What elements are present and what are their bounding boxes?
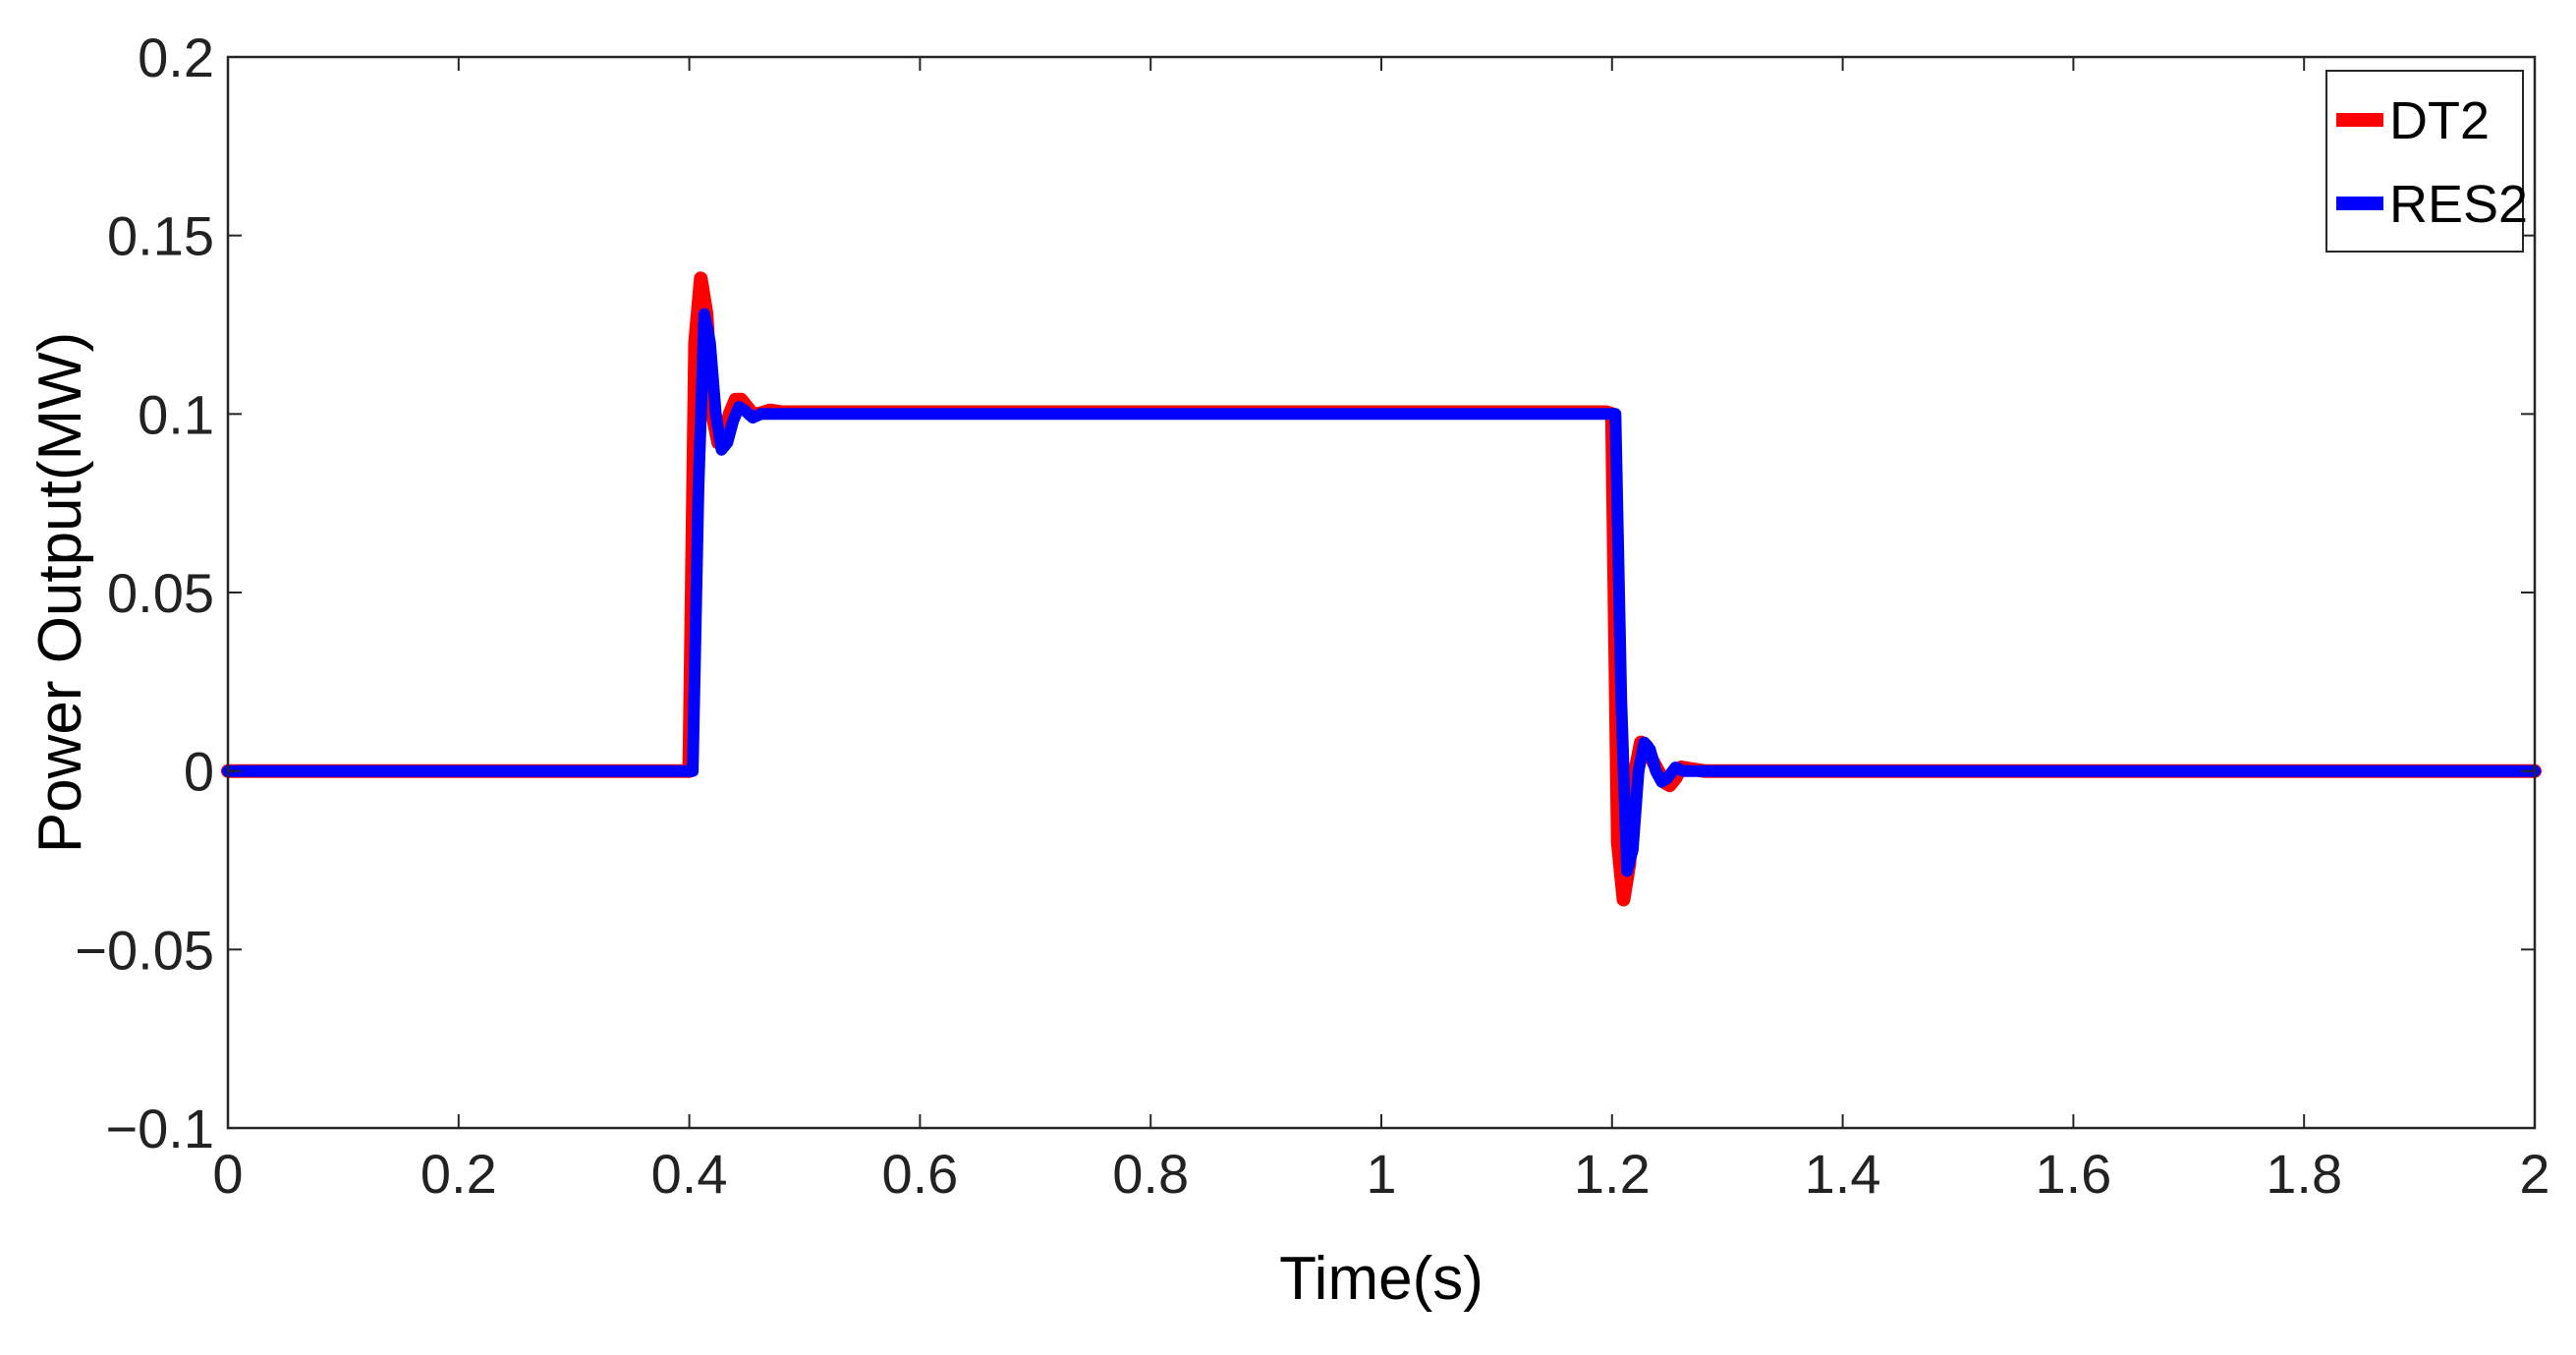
x-axis-label: Time(s) bbox=[1279, 1245, 1484, 1313]
plot-area bbox=[228, 57, 2535, 1128]
x-tick-label: 0.2 bbox=[420, 1143, 497, 1205]
x-tick-label: 1.2 bbox=[1574, 1143, 1651, 1205]
legend: DT2 RES2 bbox=[2325, 70, 2528, 253]
x-tick-label: 2 bbox=[2519, 1143, 2549, 1205]
x-tick-label: 1 bbox=[1366, 1143, 1396, 1205]
x-tick-label: 0 bbox=[212, 1143, 243, 1205]
series-layer bbox=[221, 271, 2542, 907]
y-tick-label: −0.05 bbox=[75, 919, 214, 981]
tick-layer: 0 0.2 0.4 0.6 0.8 1 1.2 1.4 1.6 1.8 2 −0.1 −0.05 0 0.0… bbox=[75, 27, 2549, 1205]
x-tick-label: 1.8 bbox=[2266, 1143, 2342, 1205]
y-tick-label: 0.05 bbox=[107, 562, 214, 624]
legend-box bbox=[2325, 70, 2524, 253]
y-tick-label: −0.1 bbox=[105, 1098, 214, 1159]
x-tick-label: 1.6 bbox=[2035, 1143, 2111, 1205]
legend-label: RES2 bbox=[2389, 175, 2528, 234]
x-tick-label: 1.4 bbox=[1805, 1143, 1881, 1205]
x-tick-label: 0.8 bbox=[1112, 1143, 1189, 1205]
x-tick-label: 0.6 bbox=[881, 1143, 958, 1205]
x-tick-label: 0.4 bbox=[651, 1143, 728, 1205]
y-tick-label: 0.1 bbox=[138, 383, 214, 445]
series-line-res2 bbox=[222, 308, 2541, 877]
y-axis-label: Power Output(MW) bbox=[27, 332, 94, 854]
y-tick-label: 0 bbox=[184, 741, 214, 803]
legend-label: DT2 bbox=[2389, 91, 2490, 150]
y-tick-label: 0.2 bbox=[138, 27, 214, 88]
y-tick-label: 0.15 bbox=[107, 205, 214, 267]
